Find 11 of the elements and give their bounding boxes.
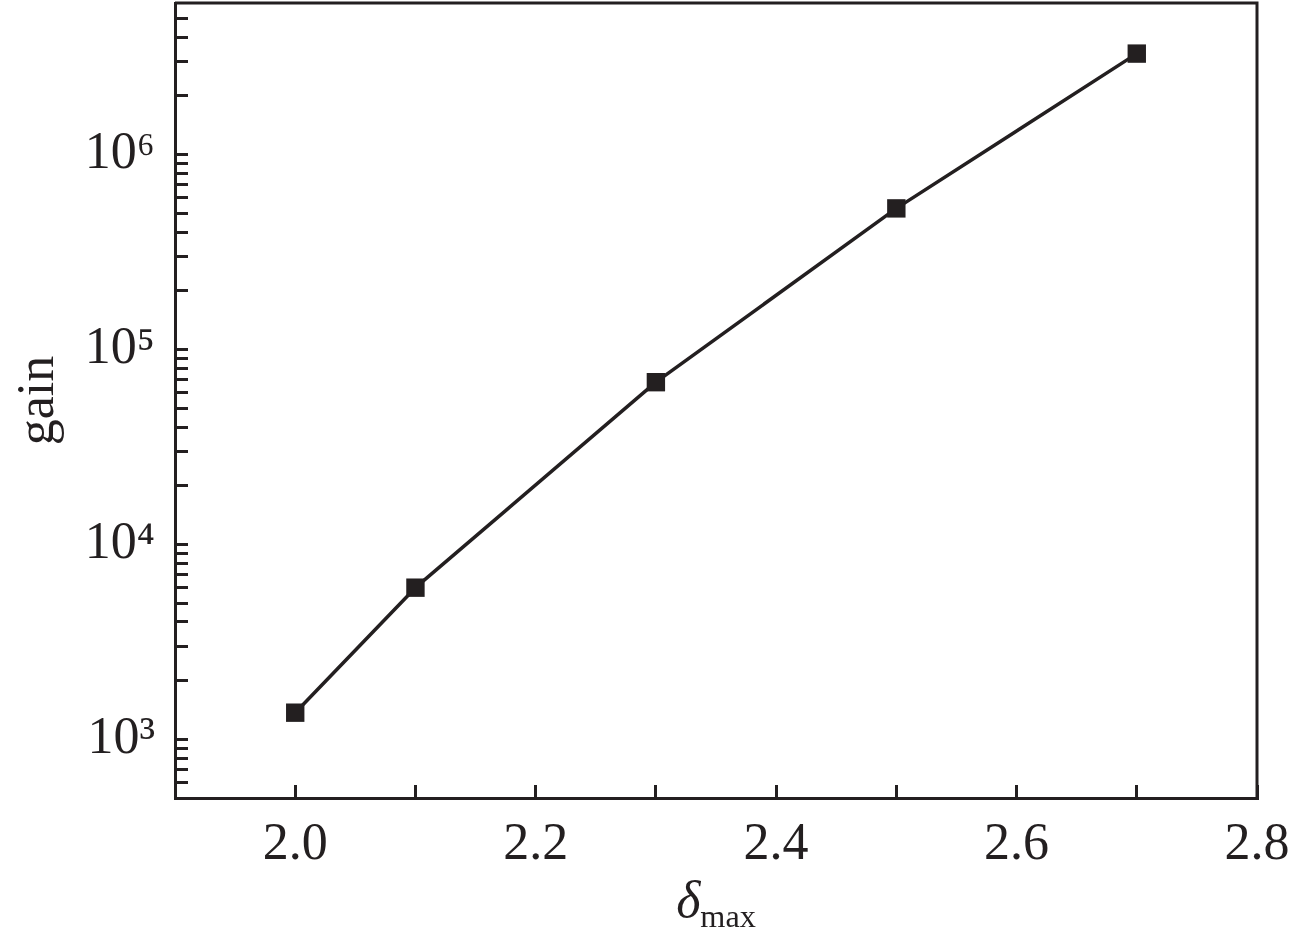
y-tick-label: 10³ <box>87 706 155 764</box>
x-tick-label: 2.2 <box>503 812 569 870</box>
x-axis-title: δ$_{max}$ <box>676 871 756 935</box>
y-tick-label: 10⁵ <box>84 317 155 375</box>
y-tick-label: 10⁴ <box>84 512 155 570</box>
x-tick-label: 2.6 <box>984 812 1050 870</box>
y-tick-label: 10⁶ <box>84 122 155 180</box>
x-tick-label: 2.0 <box>262 812 328 870</box>
x-tick-label: 2.8 <box>1224 812 1290 870</box>
y-axis-title: gain <box>6 355 64 446</box>
x-tick-label: 2.4 <box>743 812 809 870</box>
